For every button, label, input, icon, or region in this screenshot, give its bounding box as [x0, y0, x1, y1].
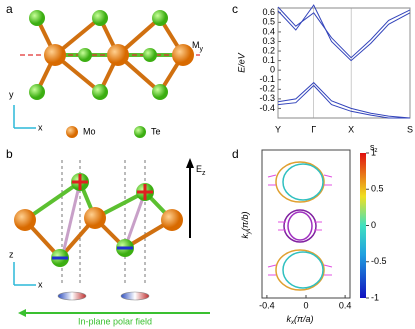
y-axis-label: E/eV	[236, 52, 246, 73]
legend-label: Mo	[83, 126, 96, 136]
panel-label: d	[232, 147, 239, 161]
y-tick-label: 0.1	[262, 55, 275, 65]
axis-label: x	[38, 279, 43, 289]
colorbar-label: sz	[370, 142, 378, 153]
y-tick-label: 0.2	[262, 45, 275, 55]
panel-d: d sz kx(π/a) ky(π/b) -0.4 0 0.4 1 0.5 0 -0.5 -1	[232, 142, 387, 325]
panel-label: c	[232, 2, 238, 16]
x-tick-label: 0	[303, 300, 308, 310]
y-tick-label: -0.2	[259, 84, 275, 94]
colorbar-tick-label: 0	[371, 220, 376, 230]
colorbar-tick-label: -1	[371, 292, 379, 302]
x-tick-label: -0.4	[259, 300, 275, 310]
y-tick-label: -0.4	[259, 103, 275, 113]
axis-label: y	[9, 89, 14, 99]
panel-label: b	[6, 147, 13, 161]
y-tick-label: 0.3	[262, 36, 275, 46]
x-tick-label: 0.4	[339, 300, 352, 310]
y-tick-label: -0.3	[259, 93, 275, 103]
panel-c: c E/eV 0.60.50.40.30.20.10-0.1-0.2-0.3-0…	[232, 2, 413, 134]
colorbar-tick-label: 1	[371, 147, 376, 157]
band-line	[277, 84, 410, 119]
band-line	[277, 4, 411, 62]
panel-a: a My y x Mo Te	[6, 2, 204, 138]
colorbar-tick-label: 0.5	[371, 184, 384, 194]
x-tick-label: S	[407, 124, 413, 134]
legend-label: Te	[151, 126, 161, 136]
mirror-label: My	[192, 40, 204, 52]
panel-label: a	[6, 2, 13, 16]
panel-b: b Ez z x In-plane polar field	[6, 147, 210, 326]
y-tick-label: 0.4	[262, 26, 275, 36]
y-tick-label: 0	[270, 65, 275, 75]
x-axis-label: kx(π/a)	[286, 314, 313, 325]
x-tick-label: Y	[275, 124, 281, 134]
y-tick-label: 0.6	[262, 7, 275, 17]
band-line	[277, 6, 411, 59]
axis-label: x	[38, 122, 43, 132]
axis-label: z	[9, 249, 14, 259]
band-line	[277, 81, 411, 119]
caption: In-plane polar field	[78, 316, 152, 326]
field-label: Ez	[196, 164, 206, 176]
y-tick-label: 0.5	[262, 17, 275, 27]
x-tick-label: X	[348, 124, 354, 134]
x-tick-label: Γ	[311, 124, 316, 134]
colorbar-tick-label: -0.5	[371, 256, 387, 266]
y-axis-label: ky(π/b)	[240, 211, 251, 238]
y-tick-label: -0.1	[259, 74, 275, 84]
